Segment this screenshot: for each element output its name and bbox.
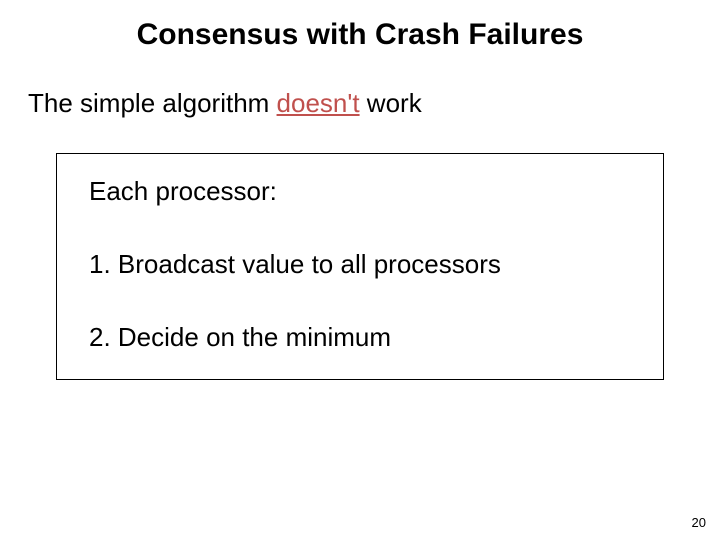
- slide-subtitle: The simple algorithm doesn't work: [0, 88, 720, 119]
- slide-title: Consensus with Crash Failures: [0, 0, 720, 52]
- subtitle-post: work: [360, 88, 422, 118]
- algorithm-box: Each processor: 1. Broadcast value to al…: [56, 153, 664, 380]
- slide-container: Consensus with Crash Failures The simple…: [0, 0, 720, 540]
- algo-line-each-processor: Each processor:: [89, 176, 645, 207]
- subtitle-pre: The simple algorithm: [28, 88, 277, 118]
- subtitle-doesnt: doesn't: [277, 88, 360, 118]
- algo-line-broadcast: 1. Broadcast value to all processors: [89, 249, 645, 280]
- algo-line-decide-min: 2. Decide on the minimum: [89, 322, 645, 353]
- page-number: 20: [692, 515, 706, 530]
